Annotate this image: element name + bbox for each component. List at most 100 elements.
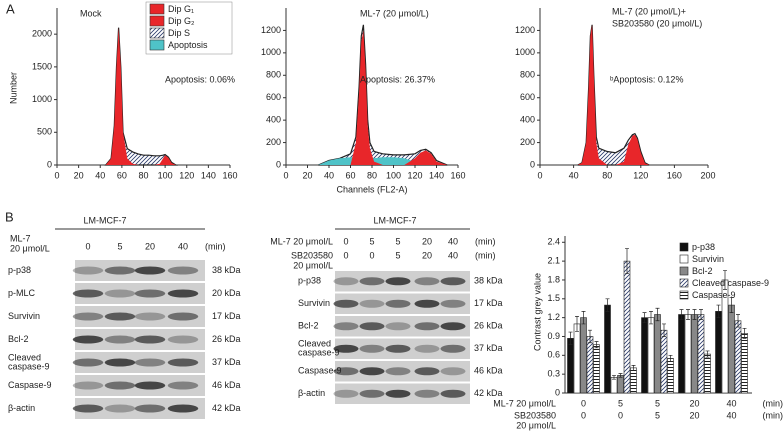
row-label: Caspase-9 [8,380,52,390]
bar [741,333,748,394]
band [72,404,104,413]
y-tick-label: 800 [266,70,281,80]
panel-label: A [6,1,15,16]
legend-label: p-p38 [692,242,715,252]
legend-label: Bcl-2 [692,266,713,276]
band [440,389,466,398]
band [104,289,136,298]
bar [728,304,735,394]
band [414,367,440,376]
y-tick-label: 0 [47,159,52,169]
x-tick-label: 100 [386,170,401,180]
x-tick-label: 40 [324,170,334,180]
lane-label: 40 [448,236,458,246]
bar [580,317,587,394]
y-tick-label: 0.6 [547,350,560,360]
phase-area [318,150,448,165]
x-tick-label: 20 [74,170,84,180]
y-tick-label: 0 [530,159,535,169]
x-tick-label: 0 [537,170,542,180]
x-tick-label: 120 [633,170,648,180]
band [333,344,359,353]
blot-title: LM-MCF-7 [84,215,127,225]
band [359,367,385,376]
x-tick-label: 140 [429,170,444,180]
band [167,266,199,275]
row-label: Cleaved [298,339,331,349]
band [385,389,411,398]
annotation: Apoptosis: 26.37% [360,74,435,84]
y-tick-label: 0.9 [547,331,560,341]
treatment-label: ML-7 20 μmol/L [270,236,333,246]
error-bar [723,270,727,290]
error-bar [612,375,616,380]
x-tick-label: 40 [726,398,736,408]
error-bar [655,307,660,322]
bar [697,314,705,394]
kda-label: 46 kDa [474,366,503,376]
error-bar [642,312,647,324]
band [440,277,466,286]
x-tick-label: 120 [407,170,422,180]
error-bar [716,304,721,318]
band [333,277,359,286]
bar [734,320,742,394]
row-label: β-actin [298,388,325,398]
band [72,312,104,321]
y-tick-label: 1.8 [547,274,560,284]
error-bar [662,323,666,337]
x-tick-label: 40 [726,410,736,420]
band [440,322,466,331]
y-tick-label: 2.4 [547,237,560,247]
x-tick-label: 140 [201,170,216,180]
y-tick-label: 400 [520,115,535,125]
x-tick-label: 5 [618,398,623,408]
treatment-label: ML-7 [10,233,31,243]
band [414,344,440,353]
y-tick-label: 1.2 [547,312,560,322]
row-label: caspase-9 [298,348,340,358]
band [72,358,104,367]
error-bar [575,316,579,332]
blot-strip [75,352,205,373]
x-tick-label: 100 [158,170,173,180]
band [104,335,136,344]
lane-label: 20 [422,236,432,246]
legend-swatch [679,290,689,300]
row-label: p-p38 [298,276,321,286]
error-bar [649,311,653,325]
y-tick-label: 1500 [32,61,52,71]
y-tick-label: 1200 [515,25,535,35]
band [333,299,359,308]
band [134,266,166,275]
error-bar [605,298,610,312]
legend-swatch [679,278,689,288]
lane-label: 5 [395,236,400,246]
bar [617,375,624,394]
kda-label: 26 kDa [212,334,241,344]
chart-title: SB203580 (20 μmol/L) [612,18,702,28]
legend-swatch [149,27,165,39]
lane-label: 0 [343,250,348,260]
band [385,322,411,331]
x-tick-label: 40 [95,170,105,180]
band [385,367,411,376]
y-tick-label: 200 [266,137,281,147]
y-tick-label: 1200 [261,25,281,35]
kda-label: 38 kDa [212,265,241,275]
total-curve [318,24,448,166]
kda-label: 37 kDa [212,357,241,367]
lane-label: 5 [395,250,400,260]
lane-label: 20 [145,241,155,251]
band [414,389,440,398]
legend-swatch [149,39,165,51]
band [104,312,136,321]
band [134,358,166,367]
treatment-label: 20 μmol/L [10,243,50,253]
band [134,289,166,298]
row-label: Caspase-9 [298,366,342,376]
chart-title: Mock [80,8,102,18]
x-tick-label: 20 [302,170,312,180]
band [414,299,440,308]
